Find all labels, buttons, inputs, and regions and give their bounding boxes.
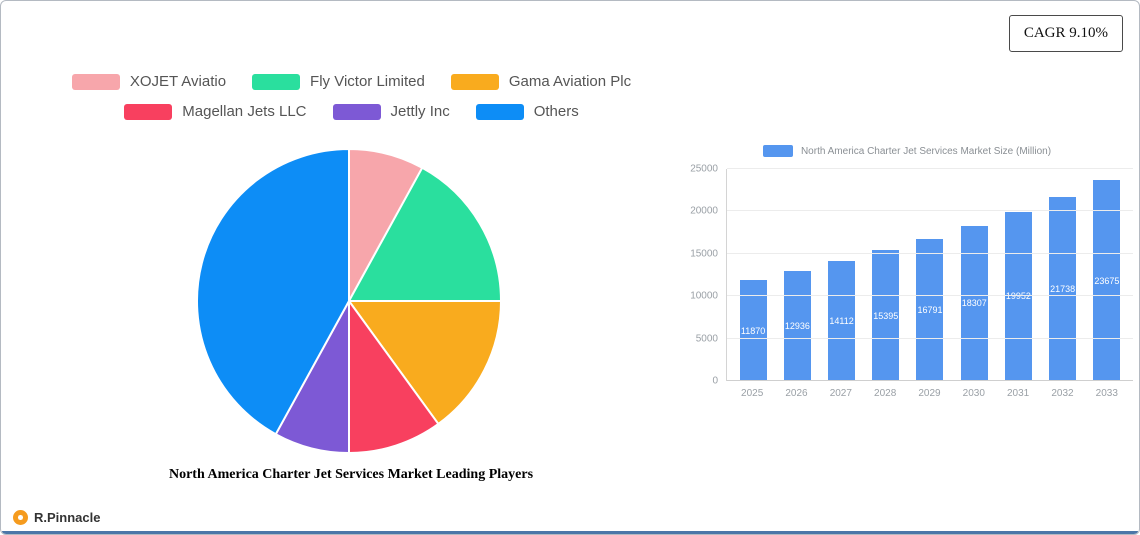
bar-value-label: 15395 (873, 310, 899, 321)
legend-swatch (475, 103, 524, 120)
pie-legend: XOJET Aviatio Fly Victor Limited Gama Avia… (29, 73, 674, 120)
x-tick-label: 2028 (874, 388, 897, 399)
window-bottom-edge (2, 531, 1138, 534)
bar-legend-label: North America Charter Jet Services Marke… (800, 145, 1052, 157)
brand-logo-icon (13, 510, 28, 525)
bar-value-label: 21738 (1050, 283, 1076, 294)
x-tick-label: 2025 (741, 388, 764, 399)
bar-value-label: 18307 (961, 298, 987, 309)
legend-label: Gama Aviation Plc (508, 73, 632, 90)
gridline (727, 380, 1133, 381)
bar-slot: 11870 (731, 169, 775, 381)
bar-plot-body: 0 5000 10000 15000 20000 25000 11870 12936 1411… (681, 164, 1133, 387)
legend-swatch (124, 103, 173, 120)
cagr-badge: CAGR 9.10% (1008, 15, 1123, 52)
legend-item-xojet-aviatio[interactable]: XOJET Aviatio (71, 73, 227, 90)
bar-slot: 15395 (864, 169, 908, 381)
bar-2033: 23675 (1093, 180, 1121, 381)
bar-2029: 16791 (916, 238, 944, 381)
gridline (727, 168, 1133, 169)
bar-2030: 18307 (960, 225, 988, 381)
bar-slot: 16791 (908, 169, 952, 381)
bar-2025: 11870 (739, 280, 767, 381)
x-tick-label: 2032 (1051, 388, 1074, 399)
y-tick-label: 20000 (690, 205, 718, 217)
x-axis-spacer (681, 381, 726, 399)
bar-slot: 19952 (996, 169, 1040, 381)
bar-2027: 14112 (828, 261, 856, 381)
bar-value-label: 23675 (1094, 275, 1120, 286)
bar-chart: North America Charter Jet Services Marke… (681, 145, 1133, 399)
x-tick-label: 2030 (962, 388, 985, 399)
legend-item-gama-aviation-plc[interactable]: Gama Aviation Plc (450, 73, 632, 90)
bar-value-label: 16791 (917, 304, 943, 315)
legend-swatch (332, 103, 381, 120)
pie-title: North America Charter Jet Services Marke… (168, 467, 534, 482)
brand: R.Pinnacle (13, 510, 100, 525)
y-tick-label: 5000 (695, 333, 718, 345)
bar-2026: 12936 (783, 271, 811, 381)
bar-value-label: 11870 (740, 325, 766, 336)
x-tick-label: 2029 (918, 388, 941, 399)
legend-item-magellan-jets-llc[interactable]: Magellan Jets LLC (124, 103, 307, 120)
bar-slot: 23675 (1085, 169, 1129, 381)
legend-swatch (252, 73, 301, 90)
legend-swatch (71, 73, 120, 90)
gridline (727, 252, 1133, 254)
legend-item-jettly-inc[interactable]: Jettly Inc (332, 103, 450, 120)
bar-value-label: 14112 (829, 316, 854, 327)
bar-legend-item[interactable]: North America Charter Jet Services Marke… (681, 145, 1133, 157)
bar-slot: 18307 (952, 169, 996, 381)
bar-value-label: 19952 (1005, 291, 1031, 302)
legend-swatch (450, 73, 499, 90)
bars-container: 11870 12936 14112 15395 16791 18307 19952 21738… (727, 169, 1133, 381)
x-axis-labels: 2025 2026 2027 2028 2029 2030 2031 2032 2033 (726, 381, 1133, 399)
pie-chart-svg (196, 148, 502, 454)
x-tick-label: 2031 (1007, 388, 1030, 399)
bar-slot: 12936 (775, 169, 819, 381)
pie-slice-fly-victor-limited (348, 166, 502, 302)
bar-2032: 21738 (1049, 196, 1077, 381)
pie-slice-magellan-jets-llc (348, 300, 440, 454)
gridline (727, 295, 1133, 297)
legend-item-others[interactable]: Others (475, 103, 579, 120)
legend-label: Magellan Jets LLC (182, 103, 307, 120)
y-tick-label: 0 (712, 375, 718, 387)
bar-2031: 19952 (1004, 211, 1032, 381)
x-tick-label: 2026 (785, 388, 808, 399)
y-axis-labels: 0 5000 10000 15000 20000 25000 (681, 164, 726, 387)
pie-chart (189, 141, 509, 461)
gridline (727, 210, 1133, 212)
plot-area: 11870 12936 14112 15395 16791 18307 19952 21738… (726, 168, 1133, 381)
bar-slot: 21738 (1041, 169, 1085, 381)
x-tick-label: 2033 (1095, 388, 1118, 399)
y-tick-label: 15000 (690, 248, 718, 260)
y-tick-label: 10000 (690, 290, 718, 302)
bar-legend-swatch (762, 145, 793, 157)
legend-label: XOJET Aviatio (129, 73, 227, 90)
bar-value-label: 12936 (784, 321, 810, 332)
x-tick-label: 2027 (829, 388, 852, 399)
y-tick-label: 25000 (690, 163, 718, 175)
legend-label: Others (533, 103, 579, 120)
bar-slot: 14112 (819, 169, 863, 381)
pie-slice-others (196, 148, 350, 436)
legend-label: Fly Victor Limited (310, 73, 425, 90)
legend-label: Jettly Inc (390, 103, 450, 120)
bar-2028: 15395 (872, 250, 900, 381)
gridline (727, 337, 1133, 339)
pie-slice-gama-aviation-plc (348, 300, 502, 425)
legend-item-fly-victor-limited[interactable]: Fly Victor Limited (252, 73, 425, 90)
x-axis-row: 2025 2026 2027 2028 2029 2030 2031 2032 2033 (681, 381, 1133, 399)
brand-name: R.Pinnacle (34, 510, 101, 525)
